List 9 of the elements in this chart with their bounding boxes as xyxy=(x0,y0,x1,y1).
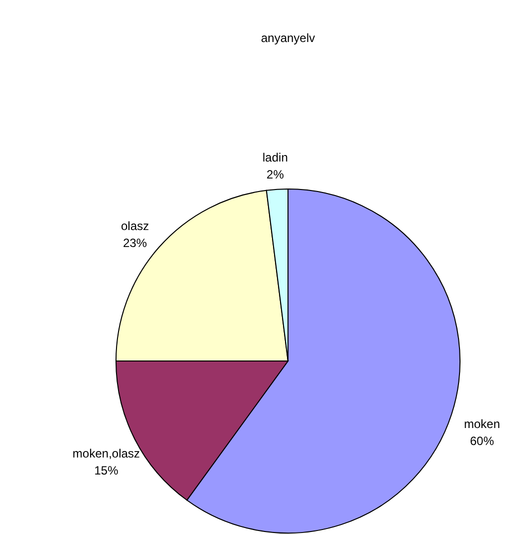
slice-label: moken,olasz xyxy=(72,446,140,461)
data-label: 60% xyxy=(470,434,494,448)
slice-label: ladin xyxy=(262,150,288,164)
data-label: 23% xyxy=(122,236,148,250)
slice-label: olasz xyxy=(120,219,149,234)
chart-title: anyanyelv xyxy=(260,31,316,45)
data-label: 2% xyxy=(266,167,284,182)
slice-label: moken xyxy=(464,417,500,432)
data-label: 15% xyxy=(94,464,119,478)
